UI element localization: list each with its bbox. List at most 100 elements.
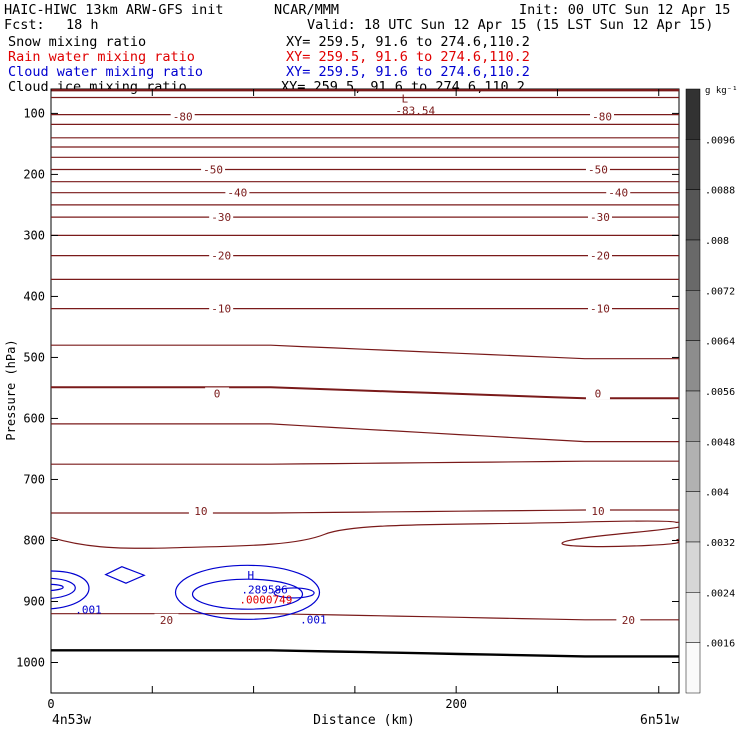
org-label: NCAR/MMM [274,2,340,18]
x-tick-label: 200 [445,697,467,711]
temperature-contour-label: -50 [588,164,608,177]
cloud-water-contour [104,566,146,584]
temperature-contour [51,509,679,514]
contour-annotation: .289586 [241,584,287,597]
contour-label-bg [587,211,612,224]
temperature-contour-label: -30 [211,211,231,224]
contour-label-bg [154,613,179,626]
y-tick-label: 900 [23,594,45,608]
contour-label-bg [585,505,610,518]
colorbar-label: .0024 [705,588,735,599]
temperature-contour [50,520,680,549]
cloud-water-contour [174,564,321,620]
y-axis-label: Pressure (hPa) [4,339,18,440]
colorbar-segment [685,290,701,341]
colorbar-label: .0064 [705,337,735,348]
contour-label-bg [606,186,631,199]
colorbar-segment [685,592,701,643]
temperature-contour [51,386,679,400]
contour-label-bg [585,387,610,400]
temperature-contour-label: 0 [595,387,602,400]
cloud-water-contour [50,570,90,610]
colorbar-label: .008 [705,236,729,247]
y-tick-label: 400 [23,289,45,303]
colorbar-segment [685,88,701,140]
contour-label-bg [616,613,641,626]
colorbar-label: .004 [705,488,729,499]
temperature-contour [51,460,679,465]
contour-label-bg [590,110,615,123]
contour-label-bg [205,387,230,400]
y-tick-label: 700 [23,472,45,486]
x-tick-label: 0 [47,697,54,711]
contour-label-bg [209,302,234,315]
contour-annotation: H [248,569,255,582]
cloud-water-contour [50,577,76,600]
colorbar-segment [685,239,701,291]
y-tick-label: 200 [23,167,45,181]
temperature-contour-label: -80 [173,110,193,123]
init-label: Init: 00 UTC Sun 12 Apr 15 [519,2,731,18]
colorbar-label: .0072 [705,286,735,297]
contour-label-bg [209,211,234,224]
cloud-water-contour [191,578,304,610]
colorbar: .0096 .0088 .008 .0072 .0064 .0056 .0048 .004 .0… [685,88,735,694]
colorbar-label: .0056 [705,387,735,398]
field-rain-name: Rain water mixing ratio [8,49,195,65]
contour-label-bg [587,302,612,315]
colorbar-unit: g kg⁻¹ [705,86,738,96]
contour-label-bg [201,163,226,176]
contour-annotation: L [401,92,408,105]
y-tick-label: 1000 [16,655,45,669]
temperature-contour-label: -20 [590,250,610,263]
colorbar-segment [685,541,701,593]
field-cloudwater-name: Cloud water mixing ratio [8,64,204,80]
temperature-contour-label: 20 [160,614,173,627]
contour-label-bg [209,249,234,262]
fcst-label: Fcst: [4,17,45,33]
cloud-water-contour [50,583,64,592]
field-snow-name: Snow mixing ratio [8,34,147,50]
temperature-contour-label: -80 [592,110,612,123]
colorbar-label: .0096 [705,135,735,146]
contour-annotation: .0000749 [239,593,292,606]
temperature-contour-label: 20 [622,614,635,627]
temperature-contour-label: 10 [194,505,207,518]
left-endpoint-label: 4n53w [52,713,91,728]
temperature-contour-label: 0 [214,387,221,400]
field-snow-xy: XY= 259.5, 91.6 to 274.6,110.2 [286,34,530,50]
colorbar-segment [685,139,701,190]
x-axis-label: Distance (km) [313,713,415,728]
temperature-contour-label: -20 [211,250,231,263]
contour-label-bg [585,163,610,176]
model-title: HAIC-HIWC 13km ARW-GFS init [4,2,224,18]
contour-label-bg [225,186,250,199]
colorbar-segment [685,491,701,543]
fcst-value: 18 h [66,17,99,33]
temperature-contour-label: -40 [608,187,628,200]
y-tick-label: 500 [23,350,45,364]
temperature-contour [51,649,679,658]
colorbar-segment [685,441,701,492]
colorbar-label: .0016 [705,639,735,650]
cloud-water-contours [50,564,321,620]
right-endpoint-label: 6n51w [640,713,679,728]
valid-label: Valid: 18 UTC Sun 12 Apr 15 (15 LST Sun … [307,17,714,33]
temperature-contour-label: -10 [211,303,231,316]
colorbar-label: .0088 [705,186,735,197]
contour-label-bg [587,249,612,262]
temperature-contour-label: -30 [590,211,610,224]
temperature-contour [51,344,679,360]
contour-annotation: .001 [75,604,102,617]
y-tick-label: 800 [23,533,45,547]
temperature-contour-label: -10 [590,303,610,316]
cloud-water-contour [273,587,315,599]
temperature-contour-label: -50 [203,164,223,177]
colorbar-label: .0032 [705,538,735,549]
contour-annotation: -83.54 [395,105,435,118]
colorbar-segment [685,390,701,442]
contour-annotation: .001 [300,613,327,626]
y-tick-label: 600 [23,411,45,425]
contour-label-bg [188,505,213,518]
